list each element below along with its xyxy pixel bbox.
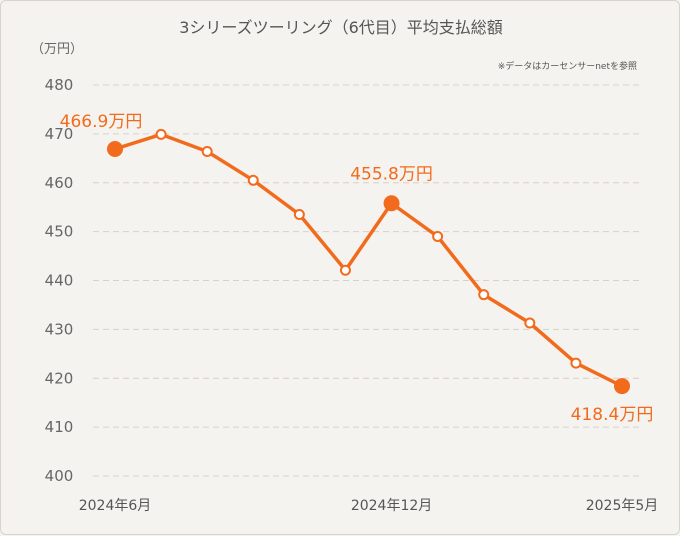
series-line	[114, 132, 623, 388]
y-tick-label: 450	[45, 223, 74, 241]
highlight-point	[107, 141, 123, 158]
data-label: 455.8万円	[350, 164, 433, 184]
x-tick-label: 2024年6月	[79, 498, 152, 514]
data-point	[339, 264, 351, 276]
highlight-point	[383, 195, 400, 212]
data-label: 418.4万円	[571, 405, 654, 425]
x-tick-label: 2025年5月	[586, 498, 659, 514]
y-tick-label: 410	[45, 418, 74, 436]
data-point	[293, 209, 305, 221]
data-point	[570, 357, 582, 369]
y-tick-label: 440	[45, 272, 74, 290]
y-tick-label: 480	[45, 76, 74, 94]
y-tick-label: 400	[45, 467, 74, 485]
highlight-point	[614, 378, 630, 395]
data-point	[524, 317, 536, 329]
data-point	[478, 289, 490, 301]
y-tick-label: 420	[45, 369, 74, 387]
data-point	[201, 145, 213, 157]
data-point	[247, 174, 259, 186]
data-point	[155, 128, 167, 140]
data-source-note: ※データはカーセンサーnetを参照	[498, 60, 637, 72]
y-tick-label: 430	[45, 320, 74, 338]
x-tick-label: 2024年12月	[351, 498, 432, 514]
y-tick-label: 460	[45, 174, 74, 192]
chart-title: 3シリーズツーリング（6代目）平均支払総額	[179, 18, 503, 37]
data-point	[432, 231, 444, 243]
y-axis-unit: （万円）	[31, 42, 83, 57]
y-tick-label: 470	[45, 125, 74, 143]
data-label: 466.9万円	[60, 112, 143, 132]
